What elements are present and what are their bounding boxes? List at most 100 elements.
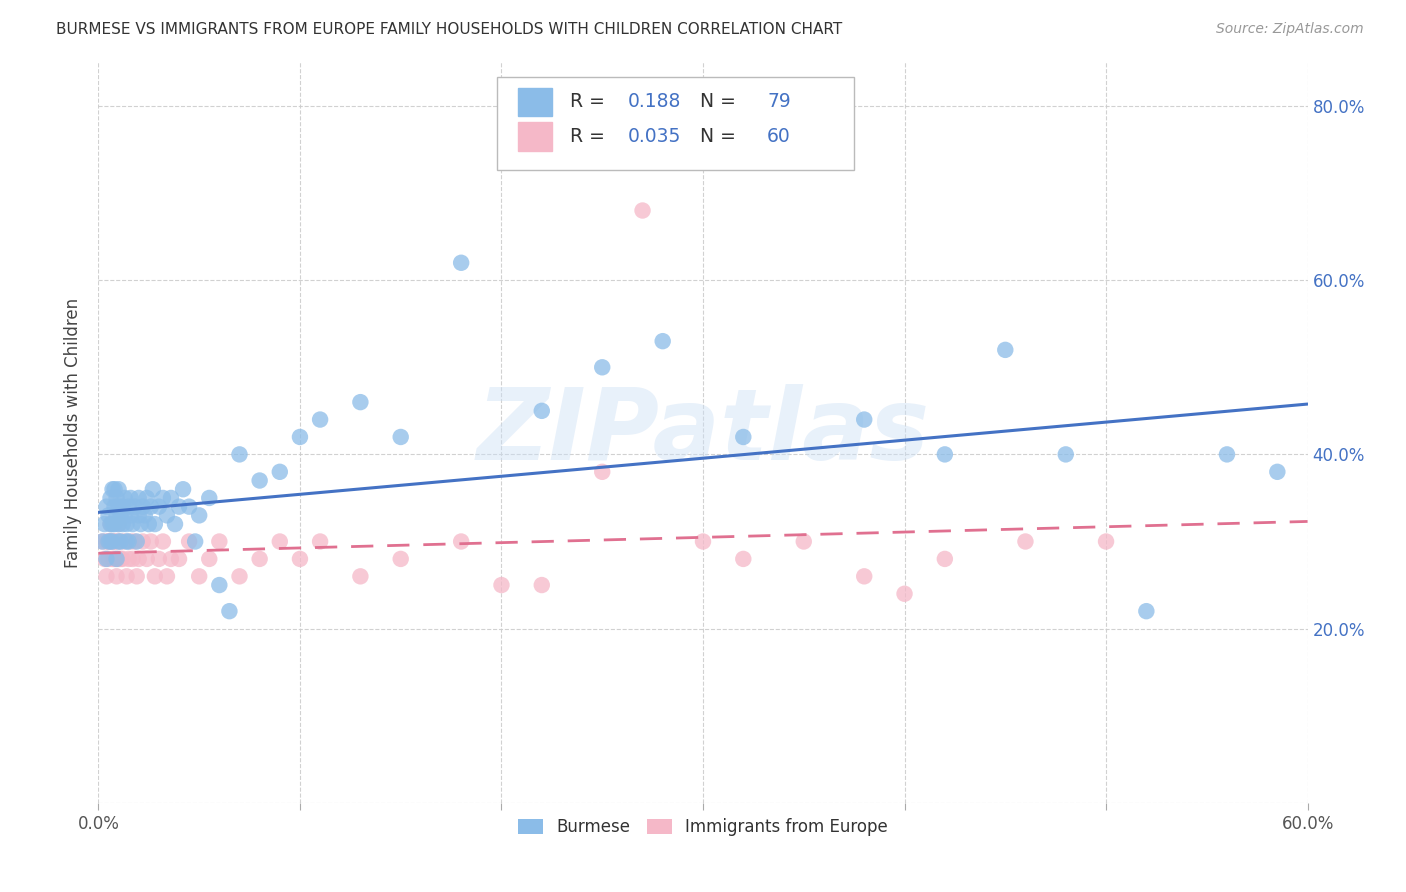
Point [101, 517, 124, 532]
Point [389, 430, 412, 444]
Point [101, 552, 124, 566]
Point [148, 500, 170, 514]
Point [105, 508, 128, 523]
Point [101, 534, 124, 549]
Point [129, 517, 152, 532]
Point [103, 534, 125, 549]
Point [135, 491, 157, 505]
Point [591, 360, 613, 375]
Y-axis label: Family Households with Children: Family Households with Children [65, 298, 83, 567]
FancyBboxPatch shape [498, 78, 855, 169]
Point [121, 517, 143, 532]
Point [139, 500, 162, 514]
Point [309, 412, 332, 426]
Point [101, 482, 124, 496]
Point [96, 534, 118, 549]
Point [105, 552, 128, 566]
Point [93, 517, 115, 532]
Point [91, 534, 114, 549]
Point [733, 430, 755, 444]
Point [179, 500, 201, 514]
Point [208, 578, 231, 592]
Point [160, 552, 183, 566]
Point [114, 491, 136, 505]
Point [853, 412, 876, 426]
Point [111, 517, 134, 532]
Point [228, 569, 250, 583]
Point [349, 569, 371, 583]
Point [96, 569, 118, 583]
Point [128, 552, 150, 566]
Point [114, 534, 136, 549]
Point [107, 534, 129, 549]
Point [198, 552, 221, 566]
Point [389, 552, 412, 566]
Point [651, 334, 673, 348]
Point [288, 430, 311, 444]
Point [249, 474, 271, 488]
Point [853, 569, 876, 583]
Point [120, 534, 142, 549]
Point [179, 534, 201, 549]
Point [111, 500, 134, 514]
Point [125, 534, 148, 549]
Point [152, 491, 174, 505]
Point [111, 552, 134, 566]
Point [143, 569, 166, 583]
Point [103, 482, 125, 496]
Point [450, 534, 472, 549]
Point [105, 534, 128, 549]
Point [100, 517, 122, 532]
Point [893, 587, 915, 601]
Point [1267, 465, 1289, 479]
Point [530, 578, 553, 592]
Point [118, 534, 141, 549]
Point [631, 203, 654, 218]
Point [100, 534, 122, 549]
Point [249, 552, 271, 566]
Point [269, 534, 291, 549]
Point [96, 552, 118, 566]
Point [793, 534, 815, 549]
Point [934, 447, 956, 461]
Point [148, 552, 170, 566]
Legend: Burmese, Immigrants from Europe: Burmese, Immigrants from Europe [512, 811, 894, 843]
Point [100, 534, 122, 549]
Point [115, 517, 138, 532]
Point [120, 491, 142, 505]
Point [1135, 604, 1157, 618]
Point [97, 534, 120, 549]
Point [167, 500, 190, 514]
Point [107, 552, 129, 566]
Point [107, 482, 129, 496]
Point [160, 491, 183, 505]
Bar [517, 87, 553, 116]
Text: 79: 79 [768, 92, 790, 112]
Point [125, 569, 148, 583]
Text: R =: R = [569, 92, 610, 112]
Point [128, 491, 150, 505]
Point [124, 534, 146, 549]
Point [128, 508, 150, 523]
Point [208, 534, 231, 549]
Point [184, 534, 207, 549]
Point [110, 552, 132, 566]
Point [1014, 534, 1036, 549]
Text: 0.188: 0.188 [628, 92, 682, 112]
Point [309, 534, 332, 549]
Point [103, 552, 125, 566]
Text: ZIPatlas: ZIPatlas [477, 384, 929, 481]
Point [994, 343, 1017, 357]
Point [132, 534, 155, 549]
Point [115, 569, 138, 583]
Point [450, 256, 472, 270]
Point [692, 534, 714, 549]
Point [115, 534, 138, 549]
Point [228, 447, 250, 461]
Point [139, 534, 162, 549]
Point [591, 465, 613, 479]
Point [138, 517, 160, 532]
Point [121, 552, 143, 566]
Point [120, 508, 142, 523]
Point [491, 578, 513, 592]
